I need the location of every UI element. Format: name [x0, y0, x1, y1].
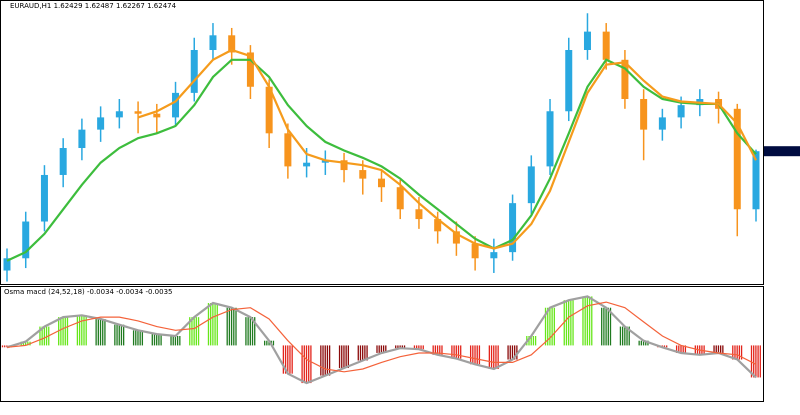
candle-body — [509, 203, 517, 253]
indicator-title: Osma macd (24,52,18) -0.0034 -0.0034 -0.… — [4, 288, 172, 296]
candle-body — [340, 160, 348, 171]
candle-body — [22, 221, 30, 259]
candle-body — [490, 252, 498, 259]
candle-body — [209, 35, 217, 51]
candle-body — [3, 258, 11, 271]
candle-body — [471, 243, 479, 259]
candle-body — [546, 111, 554, 167]
candle-body — [153, 113, 161, 118]
candle-body — [733, 108, 741, 210]
chart-title: EURAUD,H1 1.62429 1.62487 1.62267 1.6247… — [10, 2, 177, 10]
candle-body — [228, 35, 236, 53]
candle-body — [134, 111, 142, 114]
candle-body — [59, 148, 67, 175]
candle-body — [752, 151, 760, 210]
candle-body — [97, 117, 105, 130]
candle-body — [284, 133, 292, 167]
candle-body — [640, 99, 648, 130]
candle-body — [321, 160, 329, 163]
candle-body — [78, 129, 86, 149]
candle-body — [265, 86, 273, 134]
candle-body — [565, 50, 573, 112]
price-label-box — [764, 146, 800, 157]
text-layer: EURAUD,H1 1.62429 1.62487 1.62267 1.6247… — [4, 2, 177, 296]
signal-line — [6, 301, 757, 373]
candle-body — [115, 111, 123, 118]
candle-body — [434, 219, 442, 232]
osma-line — [6, 295, 757, 385]
candle-body — [190, 50, 198, 93]
candle-body — [602, 31, 610, 60]
candle-body — [378, 178, 385, 188]
candle-body — [303, 162, 311, 167]
sub-frame — [0, 286, 764, 402]
candle-body — [172, 92, 180, 118]
candle-body — [658, 117, 666, 130]
candle-body — [527, 166, 535, 204]
candle-body — [359, 170, 367, 179]
moving-average-line — [6, 58, 757, 262]
marks-layer — [1, 13, 800, 385]
candle-body — [246, 52, 254, 87]
moving-average-line — [137, 48, 757, 250]
candle-body — [583, 31, 591, 51]
candle-body — [40, 174, 48, 222]
candle-body — [677, 105, 685, 118]
candle-body — [415, 209, 423, 220]
candle-body — [396, 187, 404, 210]
candle-body — [452, 231, 460, 244]
candle-body — [621, 59, 629, 100]
main-frame — [0, 0, 764, 285]
